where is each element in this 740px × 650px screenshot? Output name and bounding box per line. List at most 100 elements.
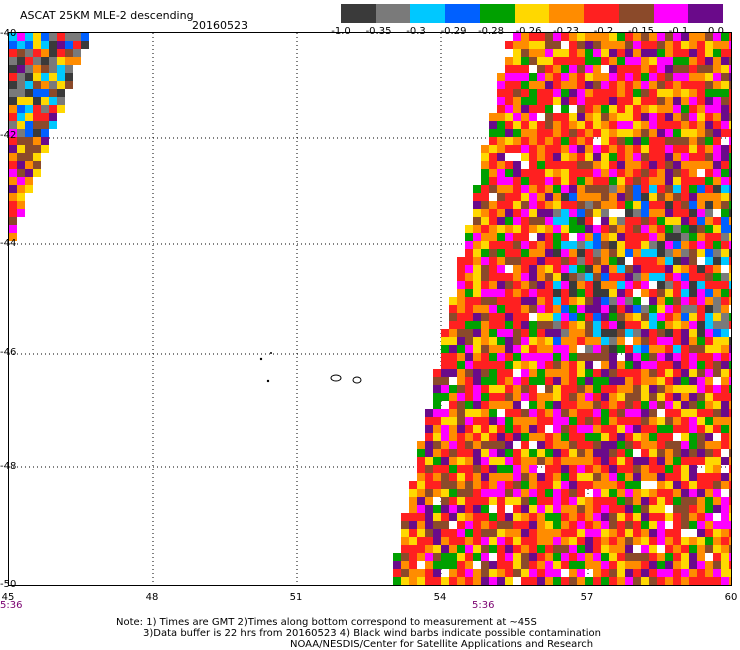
data-cell — [529, 161, 537, 169]
data-cell — [417, 521, 425, 529]
data-cell — [713, 321, 721, 329]
data-cell — [577, 113, 585, 121]
data-cell — [713, 505, 721, 513]
data-cell — [593, 369, 601, 377]
data-cell — [561, 465, 569, 473]
data-cell — [633, 513, 641, 521]
data-cell — [537, 137, 545, 145]
data-cell — [457, 369, 465, 377]
data-cell — [641, 265, 649, 273]
data-cell — [545, 185, 553, 193]
data-cell — [537, 537, 545, 545]
data-cell — [641, 121, 649, 129]
data-cell — [465, 537, 473, 545]
data-cell — [577, 49, 585, 57]
data-cell — [729, 513, 731, 521]
data-cell — [537, 241, 545, 249]
note-line: NOAA/NESDIS/Center for Satellite Applica… — [290, 639, 594, 650]
data-cell — [537, 433, 545, 441]
data-cell — [41, 65, 49, 73]
data-cell — [593, 65, 601, 73]
data-cell — [521, 369, 529, 377]
data-cell — [657, 65, 665, 73]
data-cell — [393, 561, 401, 569]
data-cell — [585, 209, 593, 217]
data-cell — [441, 457, 449, 465]
data-cell — [729, 169, 731, 177]
data-cell — [625, 361, 633, 369]
data-cell — [673, 137, 681, 145]
data-cell — [561, 193, 569, 201]
data-cell — [617, 49, 625, 57]
data-cell — [473, 521, 481, 529]
data-cell — [689, 233, 697, 241]
data-cell — [537, 289, 545, 297]
data-cell — [633, 521, 641, 529]
data-cell — [9, 65, 17, 73]
data-cell — [489, 529, 497, 537]
data-cell — [657, 369, 665, 377]
data-cell — [25, 145, 33, 153]
data-cell — [497, 353, 505, 361]
data-cell — [553, 377, 561, 385]
data-cell — [449, 393, 457, 401]
data-cell — [537, 73, 545, 81]
data-cell — [585, 49, 593, 57]
data-cell — [585, 353, 593, 361]
data-cell — [593, 417, 601, 425]
data-cell — [601, 537, 609, 545]
data-cell — [441, 489, 449, 497]
data-cell — [489, 281, 497, 289]
data-cell — [625, 313, 633, 321]
data-cell — [705, 113, 713, 121]
data-cell — [481, 297, 489, 305]
data-cell — [721, 289, 729, 297]
data-cell — [505, 401, 513, 409]
data-cell — [609, 105, 617, 113]
data-cell — [585, 577, 593, 585]
data-cell — [561, 321, 569, 329]
data-cell — [697, 521, 705, 529]
data-cell — [617, 513, 625, 521]
data-cell — [553, 545, 561, 553]
data-cell — [617, 273, 625, 281]
data-cell — [545, 233, 553, 241]
data-cell — [505, 41, 513, 49]
data-cell — [649, 169, 657, 177]
data-cell — [505, 121, 513, 129]
data-cell — [497, 233, 505, 241]
data-cell — [601, 313, 609, 321]
data-cell — [473, 473, 481, 481]
data-cell — [641, 345, 649, 353]
data-cell — [465, 473, 473, 481]
data-cell — [521, 321, 529, 329]
data-cell — [513, 257, 521, 265]
data-cell — [593, 257, 601, 265]
data-cell — [545, 193, 553, 201]
data-cell — [593, 121, 601, 129]
data-cell — [457, 553, 465, 561]
data-cell — [465, 489, 473, 497]
data-cell — [609, 137, 617, 145]
data-cell — [657, 33, 665, 41]
data-cell — [569, 481, 577, 489]
data-cell — [617, 369, 625, 377]
data-cell — [545, 41, 553, 49]
data-cell — [633, 49, 641, 57]
data-cell — [625, 513, 633, 521]
data-cell — [561, 73, 569, 81]
data-cell — [497, 449, 505, 457]
data-cell — [425, 497, 433, 505]
data-cell — [569, 97, 577, 105]
data-cell — [497, 489, 505, 497]
data-cell — [721, 305, 729, 313]
data-cell — [609, 305, 617, 313]
data-cell — [529, 57, 537, 65]
data-cell — [721, 65, 729, 73]
data-cell — [521, 193, 529, 201]
data-cell — [497, 257, 505, 265]
data-cell — [577, 529, 585, 537]
data-cell — [521, 217, 529, 225]
data-cell — [569, 441, 577, 449]
data-cell — [553, 409, 561, 417]
